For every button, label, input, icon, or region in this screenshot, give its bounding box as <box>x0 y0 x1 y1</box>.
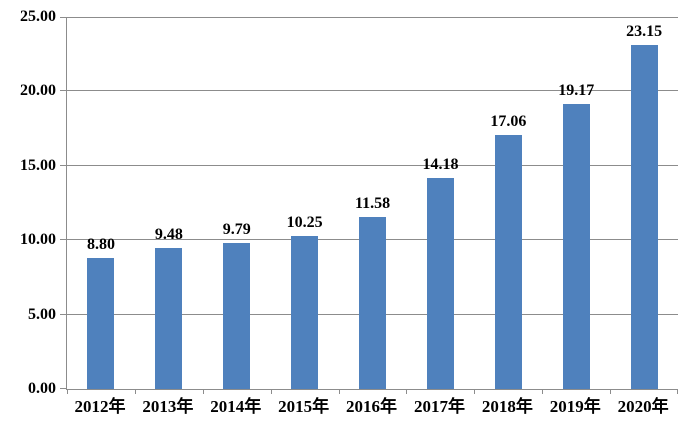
x-axis-tick <box>270 389 272 394</box>
x-axis-tick <box>67 389 68 394</box>
y-tick-label: 5.00 <box>28 305 56 323</box>
gridline <box>67 17 678 18</box>
bar <box>494 135 522 389</box>
bar-value-label: 23.15 <box>626 23 663 40</box>
y-tick-label: 20.00 <box>20 82 56 100</box>
y-axis-tick <box>60 388 67 389</box>
x-axis-tick <box>474 389 476 394</box>
x-category-label: 2020年 <box>617 397 669 416</box>
bar <box>426 178 454 389</box>
bar <box>223 243 251 389</box>
y-axis-tick <box>60 313 67 315</box>
x-category-label: 2016年 <box>346 397 398 416</box>
y-axis-tick <box>60 17 67 18</box>
x-category-label: 2018年 <box>481 397 533 416</box>
bar-value-label: 10.25 <box>286 214 323 231</box>
y-axis-tick <box>60 239 67 241</box>
y-axis-tick <box>60 164 67 166</box>
bar-value-label: 9.79 <box>222 221 251 238</box>
bar-value-label: 11.58 <box>354 195 391 212</box>
x-axis-tick <box>542 389 544 394</box>
x-category-label: 2017年 <box>413 397 465 416</box>
y-axis-tick <box>60 90 67 92</box>
gridline <box>67 90 678 92</box>
x-category-label: 2013年 <box>142 397 194 416</box>
bar-value-label: 9.48 <box>154 226 183 243</box>
bar <box>291 236 319 389</box>
plot-area: 8.80 9.48 9.79 10.25 11.58 14.18 17.06 19.17 23.… <box>60 17 678 394</box>
bar <box>630 45 658 389</box>
bar-value-label: 19.17 <box>558 82 595 99</box>
x-axis-tick <box>202 389 204 394</box>
x-category-label: 2012年 <box>74 397 126 416</box>
x-category-label: 2014年 <box>210 397 262 416</box>
bar <box>562 104 590 389</box>
bar <box>359 217 386 389</box>
bar-value-label: 14.18 <box>422 156 459 173</box>
gridline <box>67 164 678 166</box>
x-axis-tick <box>338 389 340 394</box>
bar <box>87 258 115 389</box>
bar <box>155 248 183 389</box>
y-tick-label: 15.00 <box>20 156 56 174</box>
y-tick-label: 10.00 <box>20 231 56 249</box>
y-tick-label: 25.00 <box>20 8 56 25</box>
x-category-label: 2019年 <box>549 397 601 416</box>
x-axis-tick <box>406 389 408 394</box>
bar-value-label: 8.80 <box>87 236 115 253</box>
x-axis-tick <box>134 389 136 394</box>
x-category-label: 2015年 <box>278 397 330 416</box>
bar-value-label: 17.06 <box>490 113 527 130</box>
x-axis-tick <box>677 389 678 394</box>
y-tick-label: 0.00 <box>28 380 56 397</box>
x-axis-tick <box>610 389 612 394</box>
